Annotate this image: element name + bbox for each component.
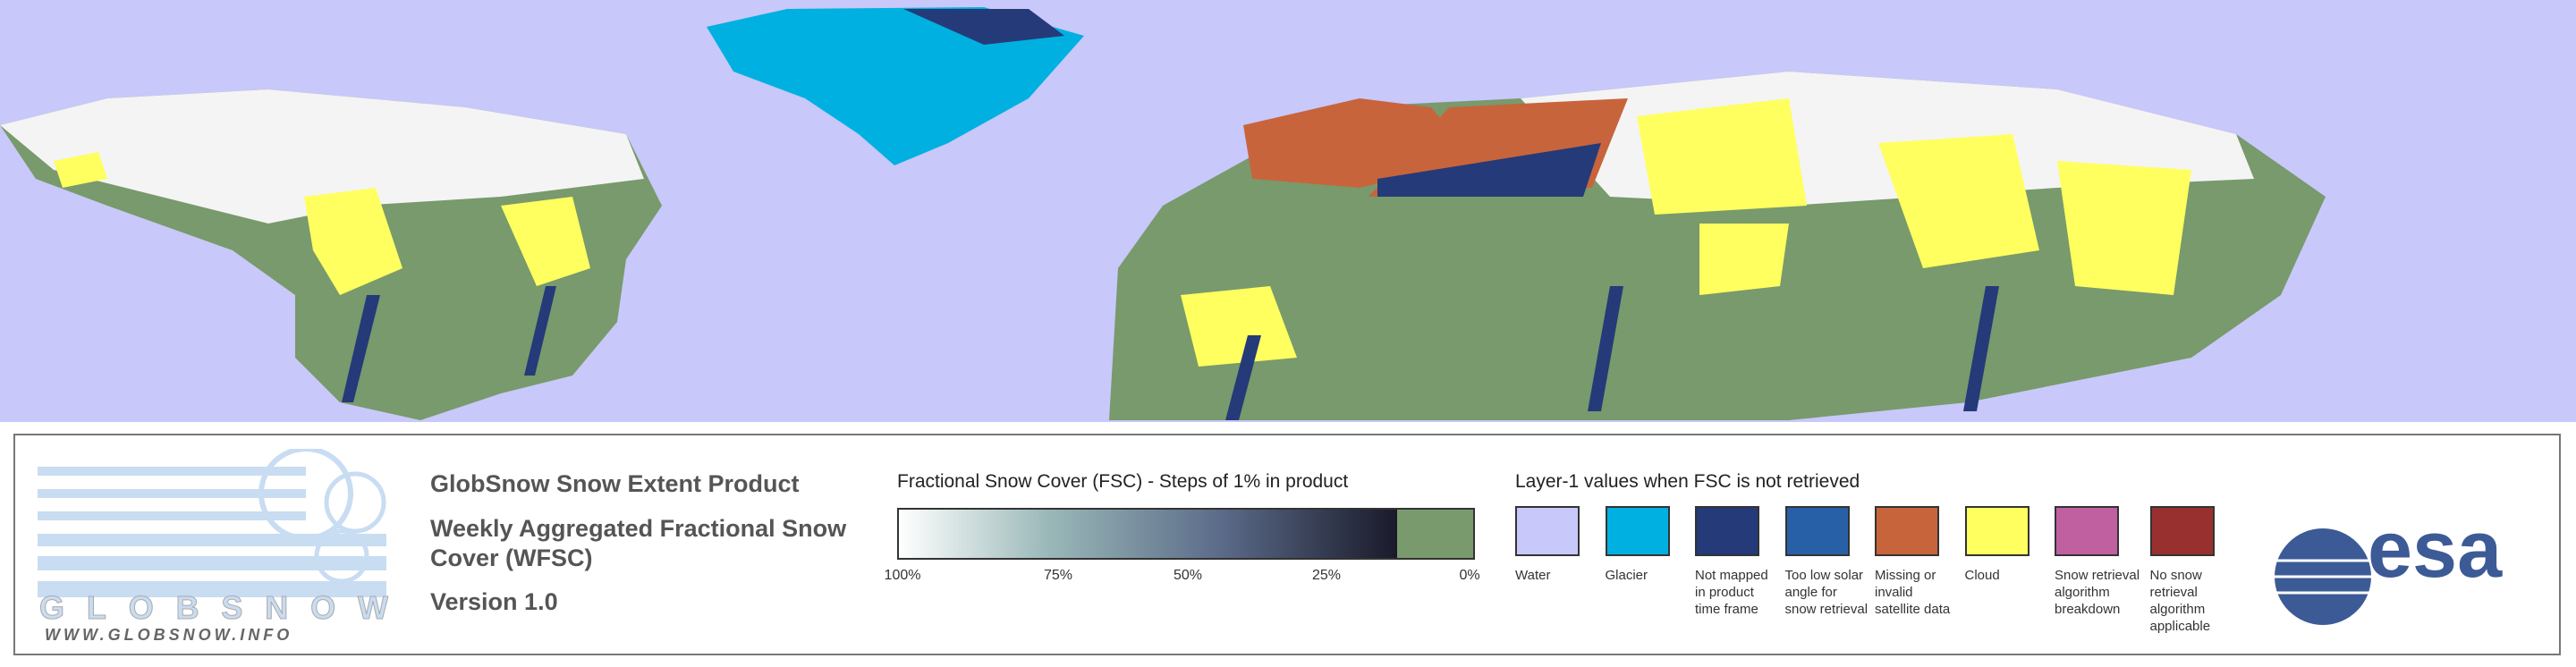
legend-swatch xyxy=(1875,506,1939,556)
esa-wordmark: esa xyxy=(2368,525,2503,595)
snow-map xyxy=(0,0,2576,422)
logo-url: WWW.GLOBSNOW.INFO xyxy=(45,626,292,644)
product-subtitle: Weekly Aggregated Fractional Snow Cover … xyxy=(430,515,847,571)
fsc-tick-label: 75% xyxy=(1043,568,1073,583)
fsc-tick-label: 100% xyxy=(884,568,921,583)
legend-swatch xyxy=(1784,506,1850,556)
fsc-tick-label: 0% xyxy=(1459,568,1480,583)
legend-label: No snow retrieval algorithm applicable xyxy=(2149,568,2211,634)
legend-label: Water xyxy=(1515,568,1551,583)
fsc-ticks: 100% 75% 50% 25% 0% xyxy=(885,568,1480,586)
layer1-legend: Water Glacier Not mapped in product time f… xyxy=(1515,506,2320,649)
fsc-tick-label: 50% xyxy=(1173,568,1203,583)
layer1-title: Layer-1 values when FSC is not retrieved xyxy=(1515,471,1860,492)
esa-logo: esa xyxy=(2275,525,2503,625)
legend-swatch xyxy=(1605,506,1670,556)
product-title: GlobSnow Snow Extent Product xyxy=(430,470,800,497)
fsc-title: Fractional Snow Cover (FSC) - Steps of 1… xyxy=(897,471,1349,492)
globsnow-logo: GLOBSNOW WWW.GLOBSNOW.INFO xyxy=(38,449,389,644)
legend-swatch xyxy=(1695,506,1759,556)
legend-panel: GLOBSNOW WWW.GLOBSNOW.INFO GlobSnow Snow… xyxy=(13,434,2561,655)
product-version: Version 1.0 xyxy=(430,588,558,615)
fsc-gradient xyxy=(897,508,1475,560)
fsc-tick-label: 25% xyxy=(1311,568,1342,583)
legend-swatch xyxy=(1964,506,2029,556)
legend-label: Cloud xyxy=(1964,568,2000,583)
legend-swatch xyxy=(2055,506,2119,556)
legend-label: Snow retrieval algorithm breakdown xyxy=(2055,568,2140,617)
legend-label: Not mapped in product time frame xyxy=(1695,568,1768,617)
legend-label: Glacier xyxy=(1605,568,1648,583)
legend-swatch xyxy=(2149,506,2215,556)
legend-label: Too low solar angle for snow retrieval xyxy=(1784,568,1868,617)
legend-swatch xyxy=(1515,506,1580,556)
legend-label: Missing or invalid satellite data xyxy=(1875,568,1951,617)
